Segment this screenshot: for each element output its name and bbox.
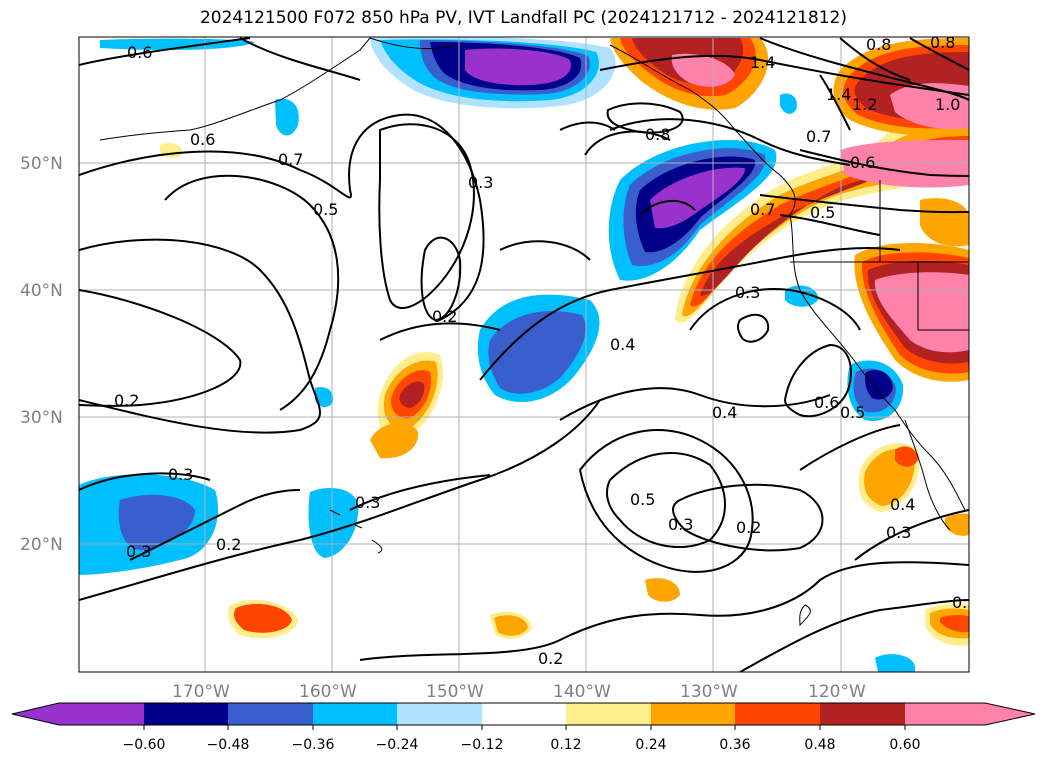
contour-label: 0.2 (538, 649, 563, 668)
colorbar-tick-label: −0.24 (376, 737, 419, 753)
lon-label-130w: 130°W (680, 682, 738, 702)
contour-label: 0.7 (750, 200, 775, 219)
contour-label: 1.4 (826, 85, 851, 104)
contour-label: 1.2 (852, 95, 877, 114)
contour-label: 0.6 (190, 130, 215, 149)
contour-label: 0.4 (610, 335, 635, 354)
lon-label-140w: 140°W (553, 682, 611, 702)
lon-label-150w: 150°W (426, 682, 484, 702)
colorbar-tick-labels: −0.60 −0.48 −0.36 −0.24 −0.12 0.12 0.24 … (123, 737, 921, 753)
contour-label: 0.7 (278, 150, 303, 169)
colorbar-segment (397, 703, 482, 725)
contour-label: 0.8 (866, 35, 891, 54)
graticule (79, 37, 969, 672)
lat-label-30n: 30°N (20, 408, 63, 428)
contour-label-layer: 0.6 0.6 0.7 0.5 0.3 0.2 0.4 0.3 0.4 0.2 … (114, 33, 977, 668)
contour-label: 0.6 (814, 393, 839, 412)
map-panel: 0.6 0.6 0.7 0.5 0.3 0.2 0.4 0.3 0.4 0.2 … (79, 33, 977, 672)
contour-label: 0.8 (645, 125, 670, 144)
contour-label: 1.4 (750, 53, 775, 72)
colorbar-tick-label: 0.12 (550, 737, 581, 753)
contour-label: 0.3 (468, 173, 493, 192)
contour-label: 0.8 (930, 33, 955, 52)
colorbar-tick-label: −0.60 (123, 737, 166, 753)
contour-label: 0.4 (890, 495, 915, 514)
contour-label: 1.0 (935, 95, 960, 114)
contour-label: 0.5 (840, 403, 865, 422)
contour-label: 0.5 (313, 200, 338, 219)
colorbar-segment (566, 703, 651, 725)
colorbar-tick-label: 0.60 (889, 737, 920, 753)
contour-label: 0.3 (668, 515, 693, 534)
colorbar: −0.60 −0.48 −0.36 −0.24 −0.12 0.12 0.24 … (11, 702, 1036, 753)
lat-label-20n: 20°N (20, 535, 63, 555)
contour-label: 0.5 (630, 490, 655, 509)
colorbar-segment (651, 703, 735, 725)
latitude-labels: 50°N 40°N 30°N 20°N (20, 154, 63, 555)
colorbar-tick-label: −0.36 (292, 737, 335, 753)
contour-label: 0.3 (355, 493, 380, 512)
contour-label: 0.3 (126, 542, 151, 561)
colorbar-extend-low (12, 703, 59, 725)
map-frame (78, 36, 970, 673)
colorbar-segment (313, 703, 397, 725)
colorbar-tick-label: −0.48 (207, 737, 250, 753)
contour-label: 0.2 (736, 518, 761, 537)
contour-label: 0.4 (712, 403, 737, 422)
contour-label: 0.2 (114, 391, 139, 410)
colorbar-segment (820, 703, 905, 725)
lon-label-120w: 120°W (808, 682, 866, 702)
map-title: 2024121500 F072 850 hPa PV, IVT Landfall… (199, 8, 847, 28)
contour-label: 0.2 (952, 593, 977, 612)
contour-label: 0.3 (735, 283, 760, 302)
contour-label: 0.3 (886, 523, 911, 542)
colorbar-tick-label: −0.12 (461, 737, 504, 753)
colorbar-tick-label: 0.36 (719, 737, 750, 753)
contour-label: 0.6 (850, 153, 875, 172)
colorbar-segment (144, 703, 228, 725)
colorbar-segment (59, 703, 144, 725)
longitude-labels: 170°W 160°W 150°W 140°W 130°W 120°W (172, 682, 866, 702)
contour-label: 0.7 (806, 127, 831, 146)
colorbar-tick-label: 0.48 (804, 737, 835, 753)
colorbar-tick-label: 0.24 (635, 737, 666, 753)
contour-label: 0.2 (432, 307, 457, 326)
coastlines (99, 37, 969, 627)
colorbar-extend-high (905, 703, 1035, 725)
lat-label-50n: 50°N (20, 154, 63, 174)
contour-label: 0.5 (810, 203, 835, 222)
colorbar-segment (228, 703, 313, 725)
lat-label-40n: 40°N (20, 281, 63, 301)
contour-label: 0.2 (216, 535, 241, 554)
colorbar-outline (11, 702, 1036, 726)
lon-label-160w: 160°W (299, 682, 357, 702)
colorbar-ticks (143, 725, 906, 730)
lon-label-170w: 170°W (172, 682, 230, 702)
pv-contours (79, 37, 969, 672)
colorbar-segment (735, 703, 820, 725)
negative-shading (79, 37, 915, 672)
contour-label: 0.6 (127, 43, 152, 62)
contour-label: 0.3 (168, 465, 193, 484)
colorbar-segment (482, 703, 566, 725)
